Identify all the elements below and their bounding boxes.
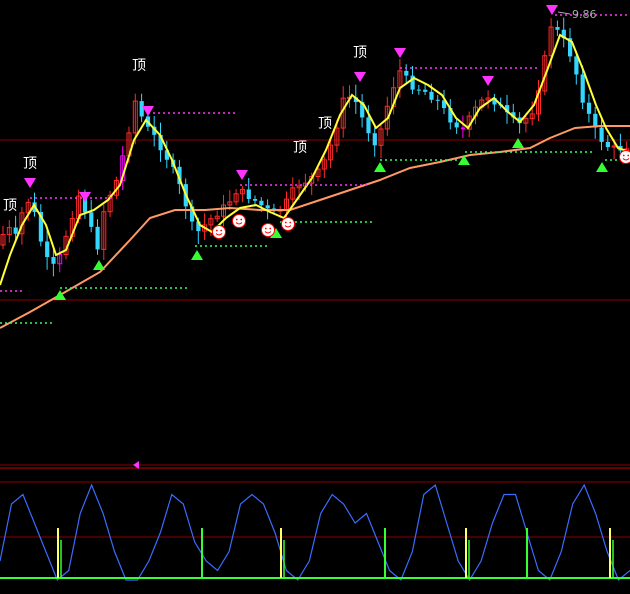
candle-body [89, 212, 93, 227]
top-label: 顶 [23, 156, 37, 172]
smiley-eye [269, 228, 271, 230]
candle-body [404, 71, 408, 76]
smiley-icon [233, 215, 246, 228]
candle-body [259, 201, 263, 206]
candle-body [366, 117, 370, 133]
ma-slow-line [0, 126, 630, 328]
candle-body [606, 142, 610, 147]
bottom-marker-icon [93, 260, 105, 270]
candle-body [140, 101, 144, 116]
smiley-eye [236, 219, 238, 221]
oscillator-line [0, 485, 630, 580]
top-label: 顶 [3, 198, 17, 214]
top-label: 顶 [318, 116, 332, 132]
candle-body [455, 122, 459, 127]
smiley-eye [289, 222, 291, 224]
candle-body [600, 128, 604, 142]
candle-body [423, 90, 427, 92]
smiley-eye [285, 222, 287, 224]
candle-body [373, 133, 377, 145]
smiley-eye [265, 228, 267, 230]
candle-body [429, 92, 433, 100]
top-label: 顶 [293, 140, 307, 156]
candle-body [581, 74, 585, 102]
price-high-pointer [558, 12, 570, 14]
top-marker-icon [236, 170, 248, 180]
bottom-marker-icon [374, 162, 386, 172]
smiley-eye [220, 230, 222, 232]
candle-body [587, 103, 591, 114]
price-high-label: 9.86 [572, 8, 597, 21]
bottom-marker-icon [596, 162, 608, 172]
smiley-icon [213, 226, 226, 239]
top-marker-icon [546, 5, 558, 15]
smiley-eye [623, 155, 625, 157]
candle-body [51, 257, 55, 264]
smiley-eye [216, 230, 218, 232]
top-label: 顶 [132, 58, 146, 74]
top-marker-icon [394, 48, 406, 58]
candle-body [417, 90, 421, 91]
ma-fast-line [0, 35, 630, 285]
smiley-icon [620, 151, 630, 164]
top-marker-icon [354, 72, 366, 82]
candle-body [555, 27, 559, 30]
top-marker-icon [482, 76, 494, 86]
smiley-eye [240, 219, 242, 221]
top-marker-icon [24, 178, 36, 188]
candle-body [436, 100, 440, 101]
smiley-icon [262, 224, 275, 237]
candle-body [14, 228, 18, 234]
candle-body [247, 189, 251, 199]
candle-body [45, 242, 49, 258]
bottom-marker-icon [191, 250, 203, 260]
candle-body [461, 127, 465, 129]
candle-body [96, 227, 100, 250]
smiley-eye [627, 155, 629, 157]
candle-body [253, 199, 257, 201]
smiley-icon [282, 218, 295, 231]
candle-body [266, 205, 270, 208]
top-label: 顶 [353, 45, 367, 61]
